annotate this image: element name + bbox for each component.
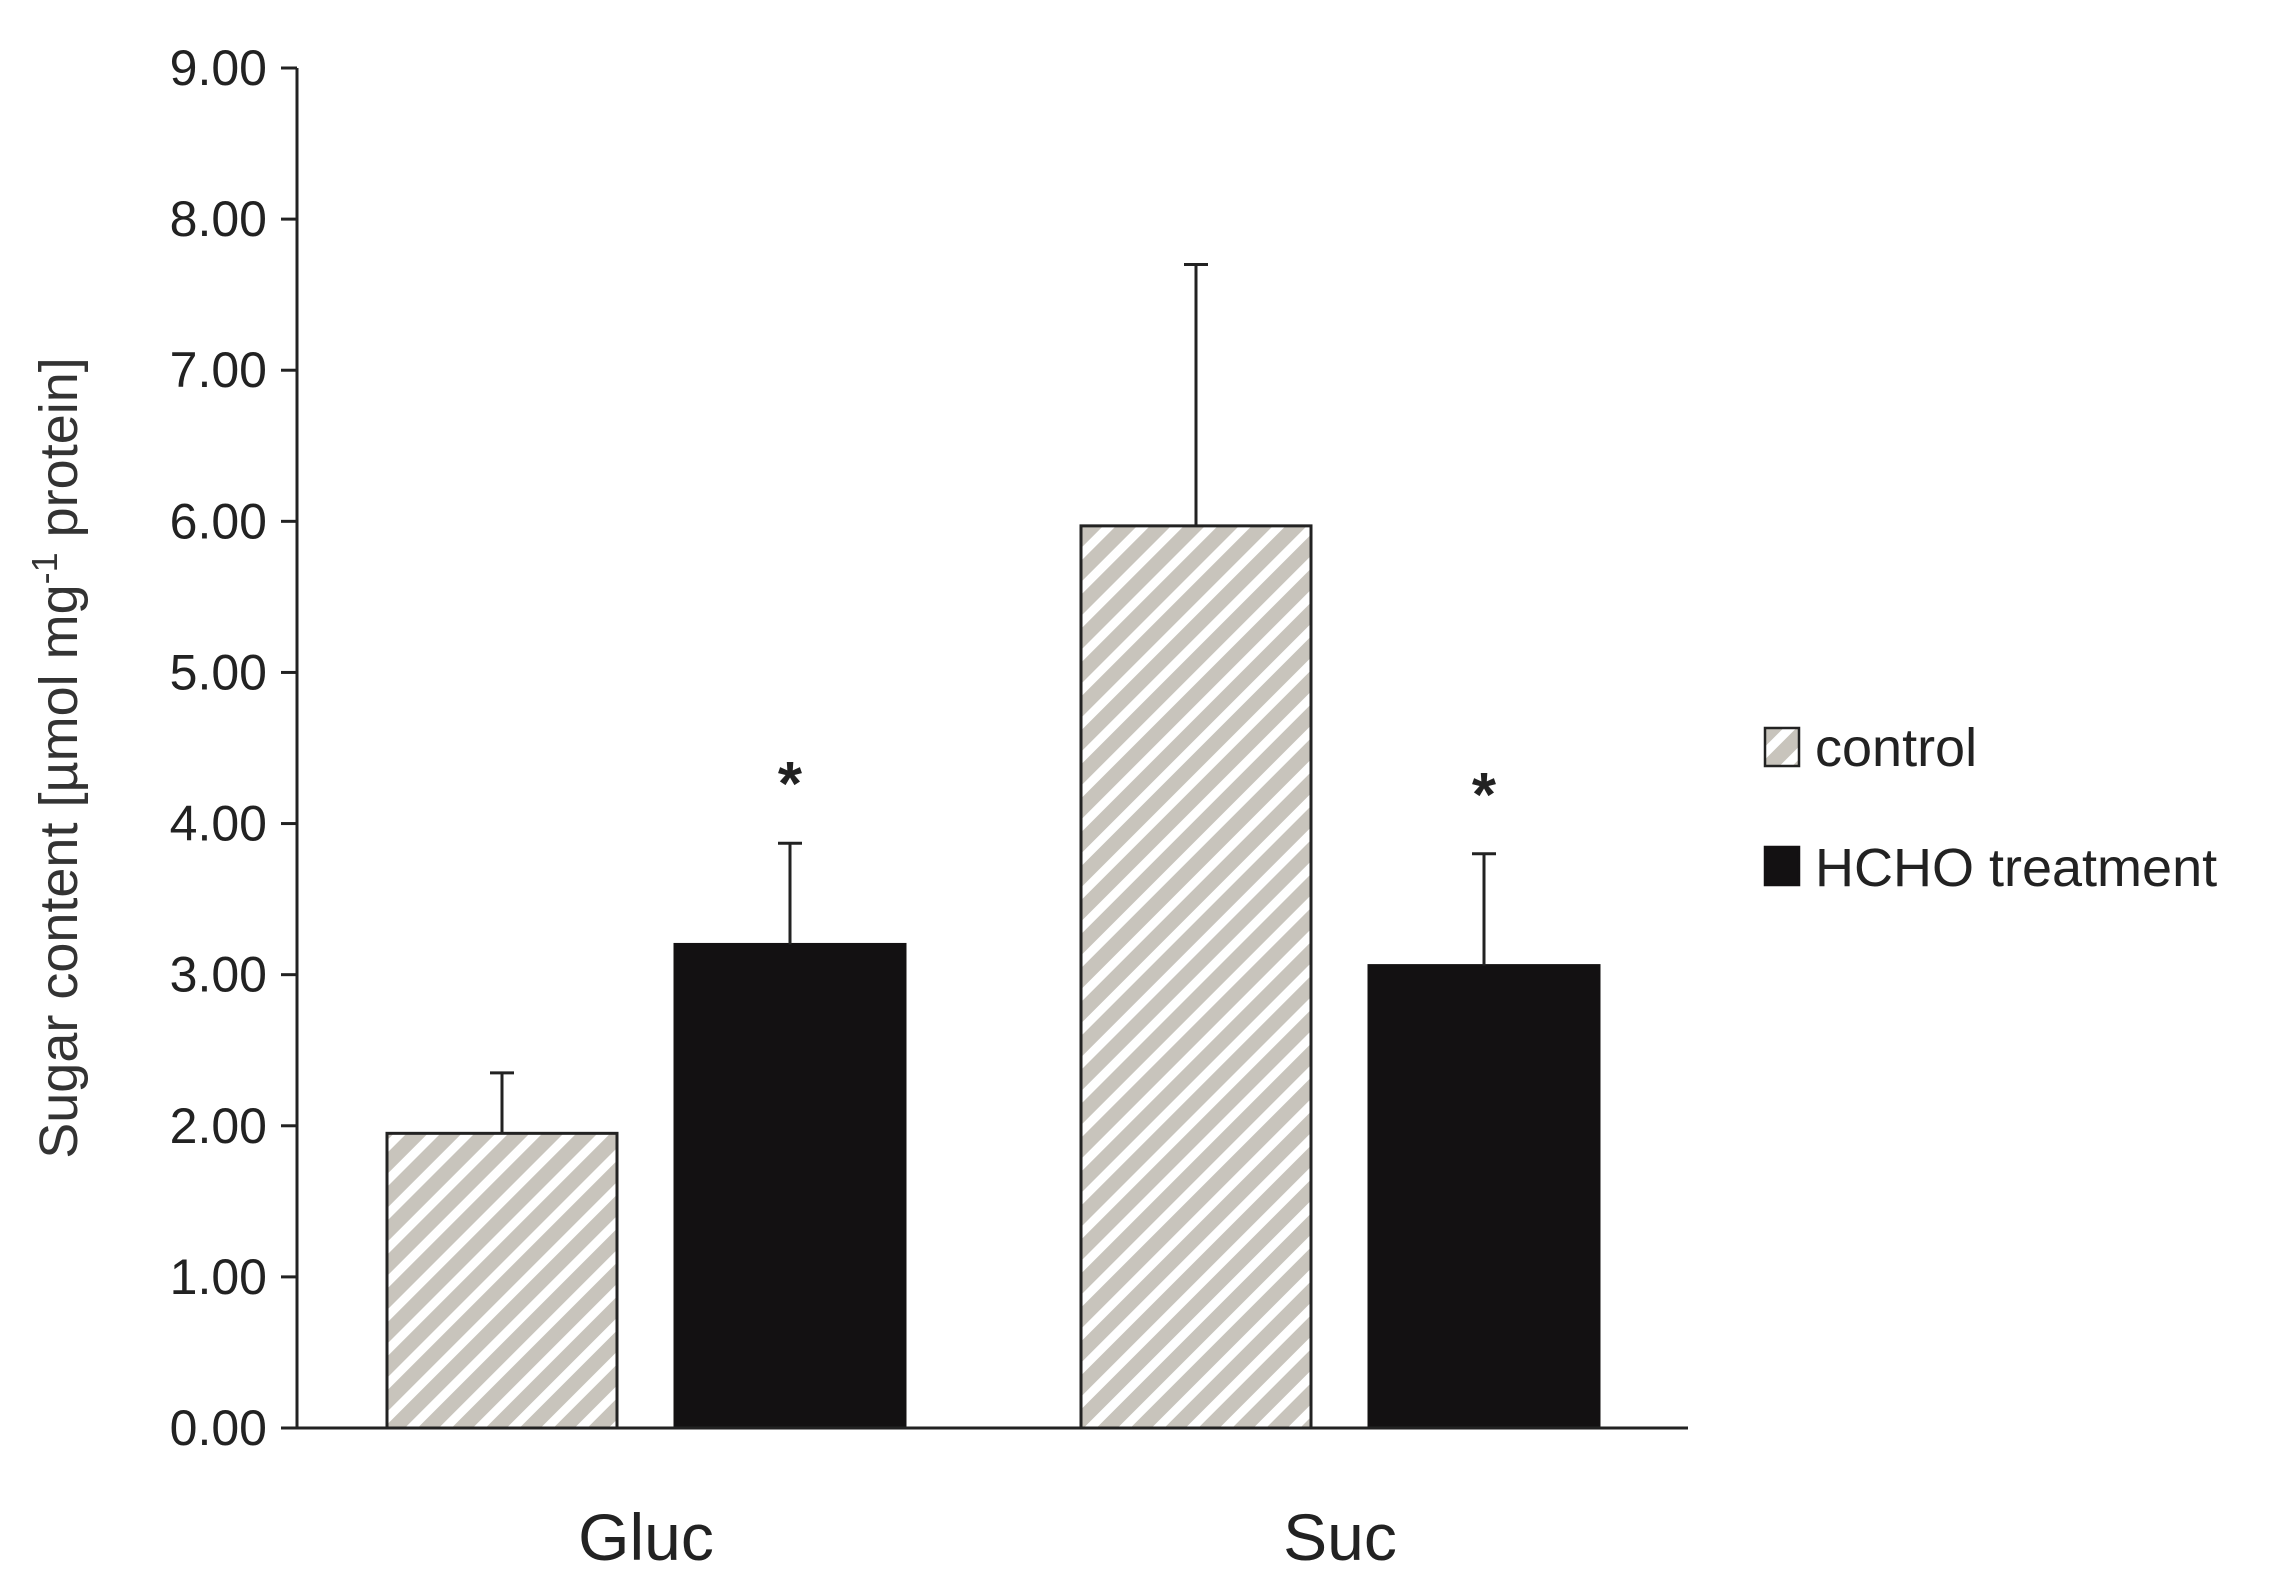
legend-item-hcho-treatment: HCHO treatment [1763, 838, 2217, 898]
bars: * * [385, 262, 1601, 1430]
y-tick-label: 6.00 [170, 493, 267, 549]
y-tick-label: 3.00 [170, 947, 267, 1003]
bar-control-suc [1079, 524, 1313, 1430]
legend-swatch-hcho-treatment [1763, 845, 1801, 887]
y-tick-label: 5.00 [170, 644, 267, 700]
y-tick-label: 1.00 [170, 1249, 267, 1305]
y-tick-label: 9.00 [170, 40, 267, 96]
bar-hcho-treatment-suc [1367, 964, 1601, 1430]
y-axis-label-main: Sugar content [µmol mg [29, 584, 89, 1158]
y-tick-label: 7.00 [170, 342, 267, 398]
legend-label-control: control [1815, 718, 1977, 778]
x-tick-label: Suc [1283, 1500, 1397, 1574]
legend-swatch-control [1763, 726, 1801, 768]
significance-marker: * [1472, 761, 1497, 830]
y-tick-label: 8.00 [170, 191, 267, 247]
y-tick-label: 0.00 [170, 1400, 267, 1456]
significance-marker: * [778, 750, 803, 819]
y-axis-label: Sugar content [µmol mg-1 protein] [24, 357, 90, 1159]
x-axis: Gluc Suc [281, 1426, 1688, 1574]
y-axis-label-superscript: -1 [24, 552, 65, 584]
legend-item-control: control [1763, 718, 1977, 778]
legend: control HCHO treatment [1763, 718, 2217, 898]
y-axis-label-tail: protein] [29, 357, 89, 552]
y-tick-label: 4.00 [170, 796, 267, 852]
bar-control-gluc [385, 1131, 619, 1430]
bar-hcho-treatment-gluc [673, 942, 907, 1430]
legend-label-hcho-treatment: HCHO treatment [1815, 838, 2217, 898]
y-axis: 0.00 1.00 2.00 3.00 4.00 5.00 6.00 7.00 8.00 9.00 [170, 40, 299, 1456]
y-tick-label: 2.00 [170, 1098, 267, 1154]
x-tick-label: Gluc [578, 1500, 714, 1574]
